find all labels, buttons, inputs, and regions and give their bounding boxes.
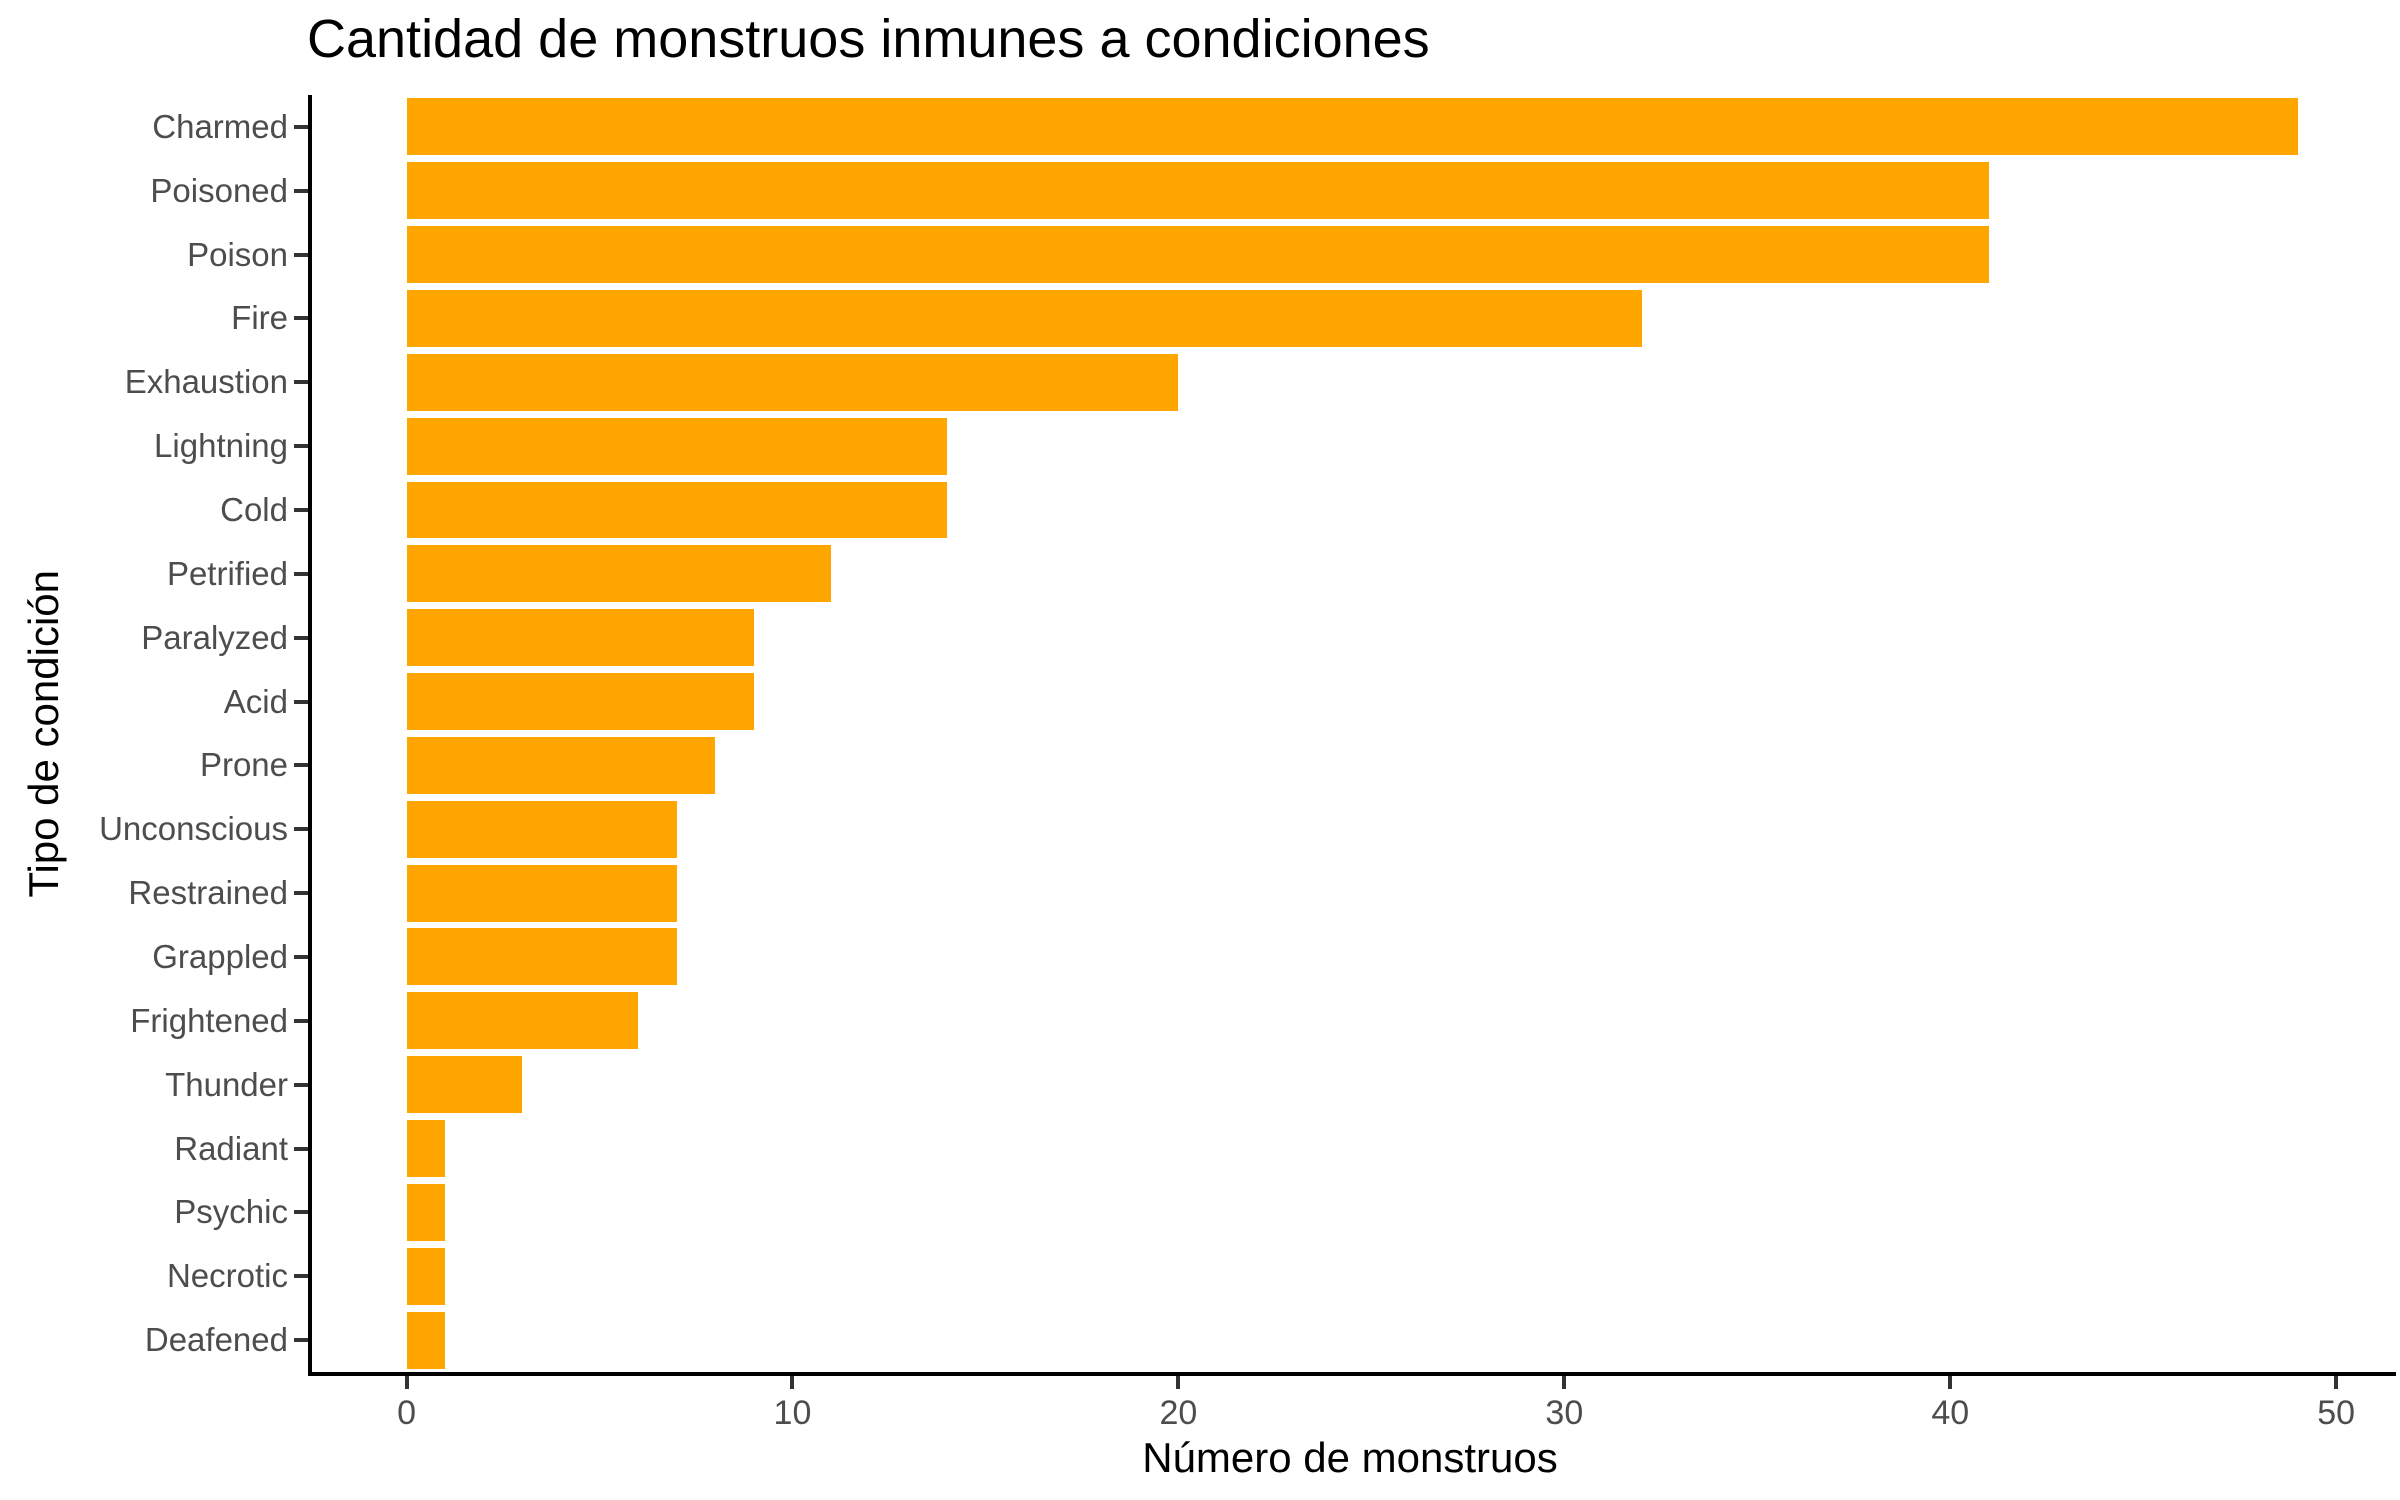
y-axis-title: Tipo de condición: [14, 95, 74, 1372]
y-tick-mark: [294, 1018, 308, 1023]
y-tick-mark: [294, 827, 308, 832]
bar-cold: [406, 481, 947, 539]
y-tick-mark: [294, 1274, 308, 1279]
y-tick-mark: [294, 699, 308, 704]
y-tick-label: Cold: [220, 491, 288, 529]
x-tick-mark: [1176, 1376, 1181, 1389]
chart-title: Cantidad de monstruos inmunes a condicio…: [307, 9, 1430, 69]
bar-thunder: [406, 1056, 523, 1114]
chart-row: Psychic: [174, 1180, 2396, 1244]
bar-prone: [406, 736, 716, 794]
x-tick-label: 10: [773, 1394, 812, 1432]
y-tick-label: Grappled: [152, 937, 288, 975]
bar-psychic: [406, 1183, 446, 1241]
bar-charmed: [406, 98, 2298, 156]
y-tick-label: Poisoned: [150, 171, 288, 209]
x-tick-mark: [2334, 1376, 2339, 1389]
bar-acid: [406, 673, 754, 731]
y-tick-label: Poison: [187, 235, 288, 273]
bar-poisoned: [406, 162, 1989, 220]
y-tick-label: Psychic: [174, 1193, 288, 1231]
y-tick-mark: [294, 891, 308, 896]
y-tick-mark: [294, 763, 308, 768]
chart-row: Petrified: [167, 542, 2396, 606]
bar-frightened: [406, 992, 639, 1050]
bar-poison: [406, 226, 1989, 284]
chart-row: Grappled: [152, 925, 2396, 989]
y-tick-label: Restrained: [128, 874, 288, 912]
x-tick-label: 50: [2317, 1394, 2356, 1432]
y-tick-mark: [294, 635, 308, 640]
bar-petrified: [406, 545, 832, 603]
y-tick-label: Radiant: [174, 1129, 288, 1167]
chart-row: Deafened: [145, 1308, 2396, 1372]
y-tick-mark: [294, 188, 308, 193]
chart-row: Poisoned: [150, 159, 2396, 223]
y-tick-label: Paralyzed: [141, 618, 288, 656]
y-tick-label: Petrified: [166, 554, 288, 592]
bar-restrained: [406, 864, 677, 922]
y-tick-mark: [294, 1082, 308, 1087]
y-tick-label: Acid: [223, 682, 288, 720]
y-tick-label: Unconscious: [99, 810, 288, 848]
y-tick-label: Thunder: [165, 1065, 288, 1103]
chart-row: Paralyzed: [141, 606, 2396, 670]
y-tick-mark: [294, 1338, 308, 1343]
bar-paralyzed: [406, 609, 754, 667]
x-axis-title: Número de monstruos: [1142, 1434, 1558, 1481]
y-tick-mark: [294, 508, 308, 513]
chart-row: Charmed: [152, 95, 2396, 159]
x-tick-label: 0: [397, 1394, 417, 1432]
x-tick-mark: [1948, 1376, 1953, 1389]
bar-exhaustion: [406, 353, 1179, 411]
y-axis-title-text: Tipo de condición: [20, 569, 67, 898]
y-tick-mark: [294, 1146, 308, 1151]
chart-row: Acid: [224, 670, 2396, 734]
y-tick-mark: [294, 954, 308, 959]
y-tick-label: Necrotic: [166, 1257, 288, 1295]
y-tick-mark: [294, 124, 308, 129]
plot-panel: Charmed Poisoned Poison Fire Exhaustion Light…: [99, 95, 2396, 1432]
chart-row: Poison: [187, 223, 2396, 287]
x-tick-label: 30: [1545, 1394, 1584, 1432]
chart-row: Restrained: [128, 861, 2396, 925]
bar-radiant: [406, 1120, 446, 1177]
y-tick-mark: [294, 444, 308, 449]
bar-unconscious: [406, 800, 677, 858]
x-tick-label: 20: [1159, 1394, 1198, 1432]
y-tick-label: Lightning: [154, 427, 288, 465]
y-tick-label: Fire: [231, 299, 288, 337]
chart-row: Thunder: [165, 1053, 2396, 1117]
y-tick-mark: [294, 1210, 308, 1215]
chart-row: Radiant: [174, 1117, 2396, 1181]
chart-row: Lightning: [154, 414, 2396, 478]
y-tick-label: Prone: [199, 746, 288, 784]
y-tick-label: Charmed: [152, 107, 288, 145]
chart-row: Exhaustion: [125, 350, 2396, 414]
chart-row: Necrotic: [167, 1244, 2396, 1308]
bar-necrotic: [406, 1247, 446, 1305]
chart-row: Frightened: [130, 989, 2396, 1053]
bar-lightning: [406, 417, 947, 475]
bar-fire: [406, 289, 1642, 347]
x-tick-mark: [1562, 1376, 1567, 1389]
chart-row: Fire: [231, 287, 2396, 351]
y-tick-mark: [294, 316, 308, 321]
chart-row: Unconscious: [99, 797, 2396, 861]
x-tick-mark: [790, 1376, 795, 1389]
y-tick-mark: [294, 380, 308, 385]
bar-grappled: [406, 928, 677, 986]
y-tick-label: Exhaustion: [124, 363, 288, 401]
x-tick-label: 40: [1931, 1394, 1970, 1432]
chart-row: Prone: [200, 734, 2396, 798]
y-tick-mark: [294, 252, 308, 257]
bar-deafened: [406, 1311, 446, 1369]
chart-row: Cold: [220, 478, 2396, 542]
y-tick-mark: [294, 571, 308, 576]
x-tick-mark: [404, 1376, 409, 1389]
y-tick-label: Frightened: [130, 1001, 288, 1039]
y-tick-label: Deafened: [144, 1321, 288, 1359]
